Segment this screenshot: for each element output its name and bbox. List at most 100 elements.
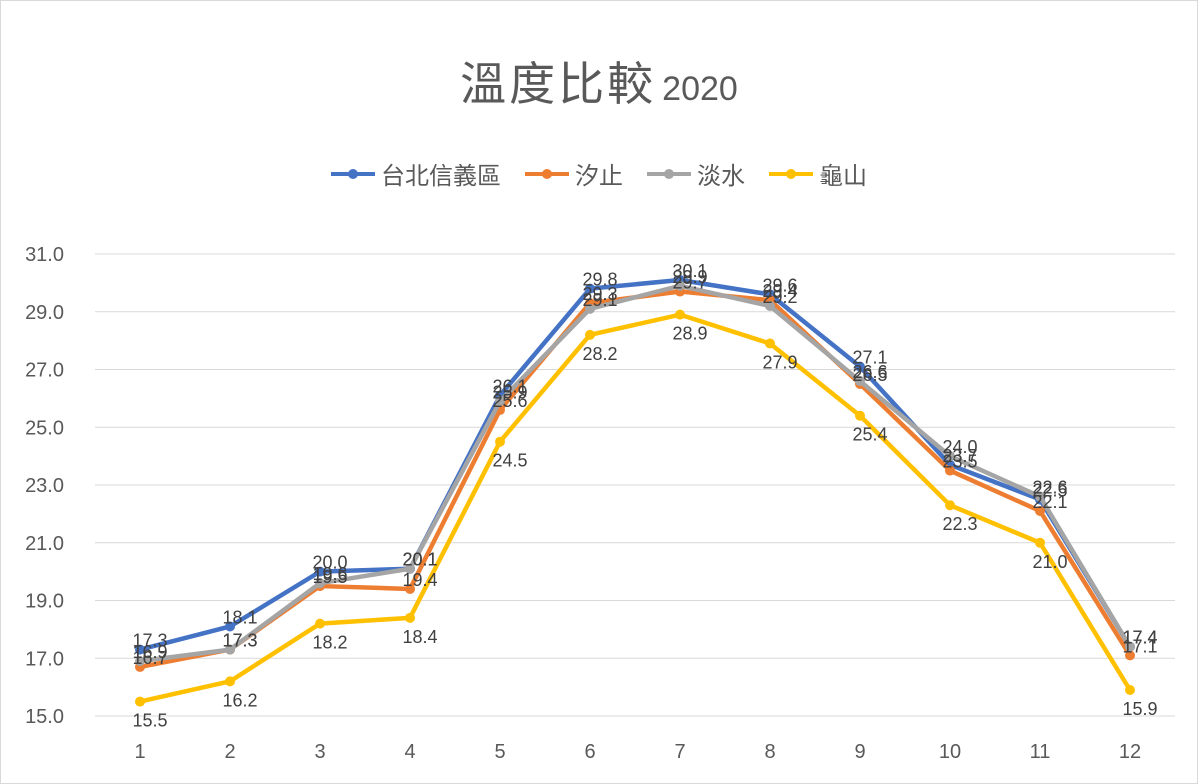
x-tick-label: 7 bbox=[674, 741, 685, 763]
legend-item: 龜山 bbox=[769, 156, 867, 191]
y-tick-label: 23.0 bbox=[25, 475, 64, 497]
data-label: 17.3 bbox=[222, 631, 257, 651]
legend-swatch bbox=[525, 164, 569, 184]
legend-marker bbox=[348, 168, 358, 179]
data-label: 23.7 bbox=[942, 446, 977, 466]
data-label: 20.1 bbox=[402, 550, 437, 570]
x-tick-label: 9 bbox=[854, 741, 865, 763]
y-tick-label: 25.0 bbox=[25, 417, 64, 439]
data-point bbox=[585, 303, 595, 314]
data-label: 20.1 bbox=[402, 550, 437, 570]
data-point bbox=[675, 280, 685, 291]
data-point bbox=[495, 436, 505, 447]
data-label: 25.6 bbox=[492, 391, 527, 411]
legend-label: 淡水 bbox=[697, 162, 745, 190]
data-label: 17.3 bbox=[132, 631, 167, 651]
data-point bbox=[315, 566, 325, 577]
y-tick-label: 19.0 bbox=[25, 591, 64, 613]
data-label: 21.0 bbox=[1032, 552, 1067, 572]
data-point bbox=[855, 410, 865, 421]
y-tick-label: 27.0 bbox=[25, 360, 64, 382]
data-label: 25.9 bbox=[492, 382, 527, 402]
data-label: 24.5 bbox=[492, 451, 527, 471]
data-label: 17.4 bbox=[1122, 628, 1157, 648]
chart-legend: 台北信義區 汐止 淡水 龜山 bbox=[0, 156, 1198, 191]
legend-label: 台北信義區 bbox=[381, 162, 501, 190]
legend-swatch bbox=[331, 164, 375, 184]
x-tick-label: 10 bbox=[939, 741, 961, 763]
x-tick-label: 2 bbox=[224, 741, 235, 763]
data-point bbox=[765, 338, 775, 349]
data-label: 17.3 bbox=[222, 631, 257, 651]
data-label: 23.5 bbox=[942, 452, 977, 472]
legend-label: 汐止 bbox=[575, 162, 623, 190]
data-label: 28.2 bbox=[582, 344, 617, 364]
x-tick-label: 11 bbox=[1030, 741, 1051, 763]
data-label: 29.3 bbox=[582, 284, 617, 304]
data-label: 22.6 bbox=[1032, 478, 1067, 498]
data-point bbox=[225, 676, 235, 687]
data-label: 29.9 bbox=[672, 267, 707, 287]
data-point bbox=[225, 621, 235, 632]
data-label: 22.1 bbox=[1032, 492, 1067, 512]
legend-swatch bbox=[647, 164, 691, 184]
data-point bbox=[1035, 491, 1045, 502]
data-point bbox=[135, 696, 145, 707]
chart-title: 溫度比較 2020 bbox=[0, 48, 1198, 114]
data-label: 29.2 bbox=[762, 287, 797, 307]
data-label: 16.9 bbox=[132, 642, 167, 662]
data-label: 29.7 bbox=[672, 273, 707, 293]
data-point bbox=[765, 300, 775, 311]
legend-marker bbox=[542, 168, 552, 179]
chart-title-year: 2020 bbox=[662, 70, 738, 108]
data-point bbox=[945, 451, 955, 462]
data-point bbox=[1125, 685, 1135, 696]
data-label: 22.5 bbox=[1032, 480, 1067, 500]
data-point bbox=[405, 583, 415, 594]
data-label: 29.1 bbox=[582, 290, 617, 310]
series-line bbox=[137, 283, 1133, 664]
data-label: 30.1 bbox=[672, 261, 707, 281]
data-point bbox=[675, 309, 685, 320]
data-point bbox=[495, 396, 505, 407]
x-tick-label: 6 bbox=[584, 741, 595, 763]
y-tick-label: 15.0 bbox=[25, 706, 64, 728]
data-label: 26.5 bbox=[852, 365, 887, 385]
data-label: 16.2 bbox=[222, 690, 257, 710]
data-point bbox=[1035, 537, 1045, 548]
data-point bbox=[315, 618, 325, 629]
y-tick-label: 29.0 bbox=[25, 302, 64, 324]
data-label: 19.4 bbox=[402, 570, 437, 590]
data-point bbox=[315, 578, 325, 589]
data-label: 17.1 bbox=[1122, 636, 1157, 656]
y-tick-label: 31.0 bbox=[25, 244, 64, 266]
x-tick-label: 12 bbox=[1119, 741, 1141, 763]
data-label: 18.4 bbox=[402, 627, 437, 647]
data-point bbox=[135, 656, 145, 667]
data-label: 27.9 bbox=[762, 353, 797, 373]
data-point bbox=[225, 644, 235, 655]
x-tick-label: 4 bbox=[404, 741, 415, 763]
data-point bbox=[1035, 505, 1045, 516]
data-point bbox=[135, 644, 145, 655]
y-tick-label: 21.0 bbox=[25, 533, 64, 555]
series-line bbox=[137, 312, 1133, 704]
x-tick-label: 8 bbox=[764, 741, 775, 763]
series-line bbox=[137, 277, 1133, 652]
data-point bbox=[405, 612, 415, 623]
data-label: 16.7 bbox=[132, 648, 167, 668]
data-label: 19.5 bbox=[312, 567, 347, 587]
legend-marker bbox=[664, 168, 674, 179]
data-label: 22.3 bbox=[942, 514, 977, 534]
data-label: 28.9 bbox=[672, 324, 707, 344]
data-label: 29.6 bbox=[762, 275, 797, 295]
data-point bbox=[1125, 641, 1135, 652]
legend-marker bbox=[786, 168, 796, 179]
data-label: 29.8 bbox=[582, 270, 617, 290]
legend-label: 龜山 bbox=[819, 162, 867, 190]
data-label: 24.0 bbox=[942, 437, 977, 457]
data-label: 26.6 bbox=[852, 362, 887, 382]
x-tick-label: 1 bbox=[134, 741, 145, 763]
data-point bbox=[945, 500, 955, 511]
